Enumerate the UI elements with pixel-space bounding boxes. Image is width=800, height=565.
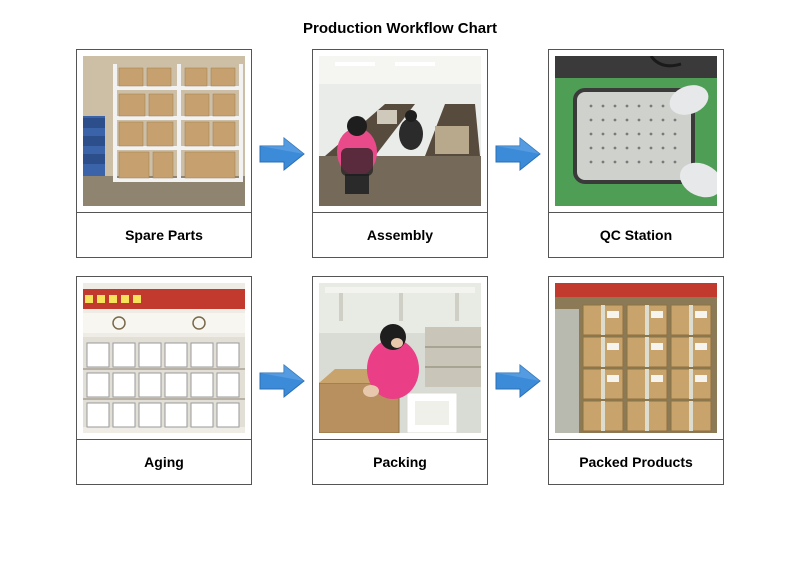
step-spare-parts: Spare Parts (76, 49, 252, 258)
caption-aging: Aging (77, 439, 251, 484)
step-qc-station: QC Station (548, 49, 724, 258)
photo-packing (313, 277, 487, 439)
caption-packing: Packing (313, 439, 487, 484)
caption-packed-products: Packed Products (549, 439, 723, 484)
arrow-icon (488, 296, 548, 466)
caption-spare-parts: Spare Parts (77, 212, 251, 257)
arrow-icon (252, 296, 312, 466)
photo-aging (77, 277, 251, 439)
step-assembly: Assembly (312, 49, 488, 258)
step-aging: Aging (76, 276, 252, 485)
page-title: Production Workflow Chart (40, 20, 760, 37)
photo-qc-station (549, 50, 723, 212)
caption-assembly: Assembly (313, 212, 487, 257)
caption-qc-station: QC Station (549, 212, 723, 257)
arrow-icon (488, 69, 548, 239)
photo-assembly (313, 50, 487, 212)
step-packing: Packing (312, 276, 488, 485)
workflow-grid: Spare Parts (40, 49, 760, 485)
step-packed-products: Packed Products (548, 276, 724, 485)
photo-spare-parts (77, 50, 251, 212)
photo-packed-products (549, 277, 723, 439)
arrow-icon (252, 69, 312, 239)
